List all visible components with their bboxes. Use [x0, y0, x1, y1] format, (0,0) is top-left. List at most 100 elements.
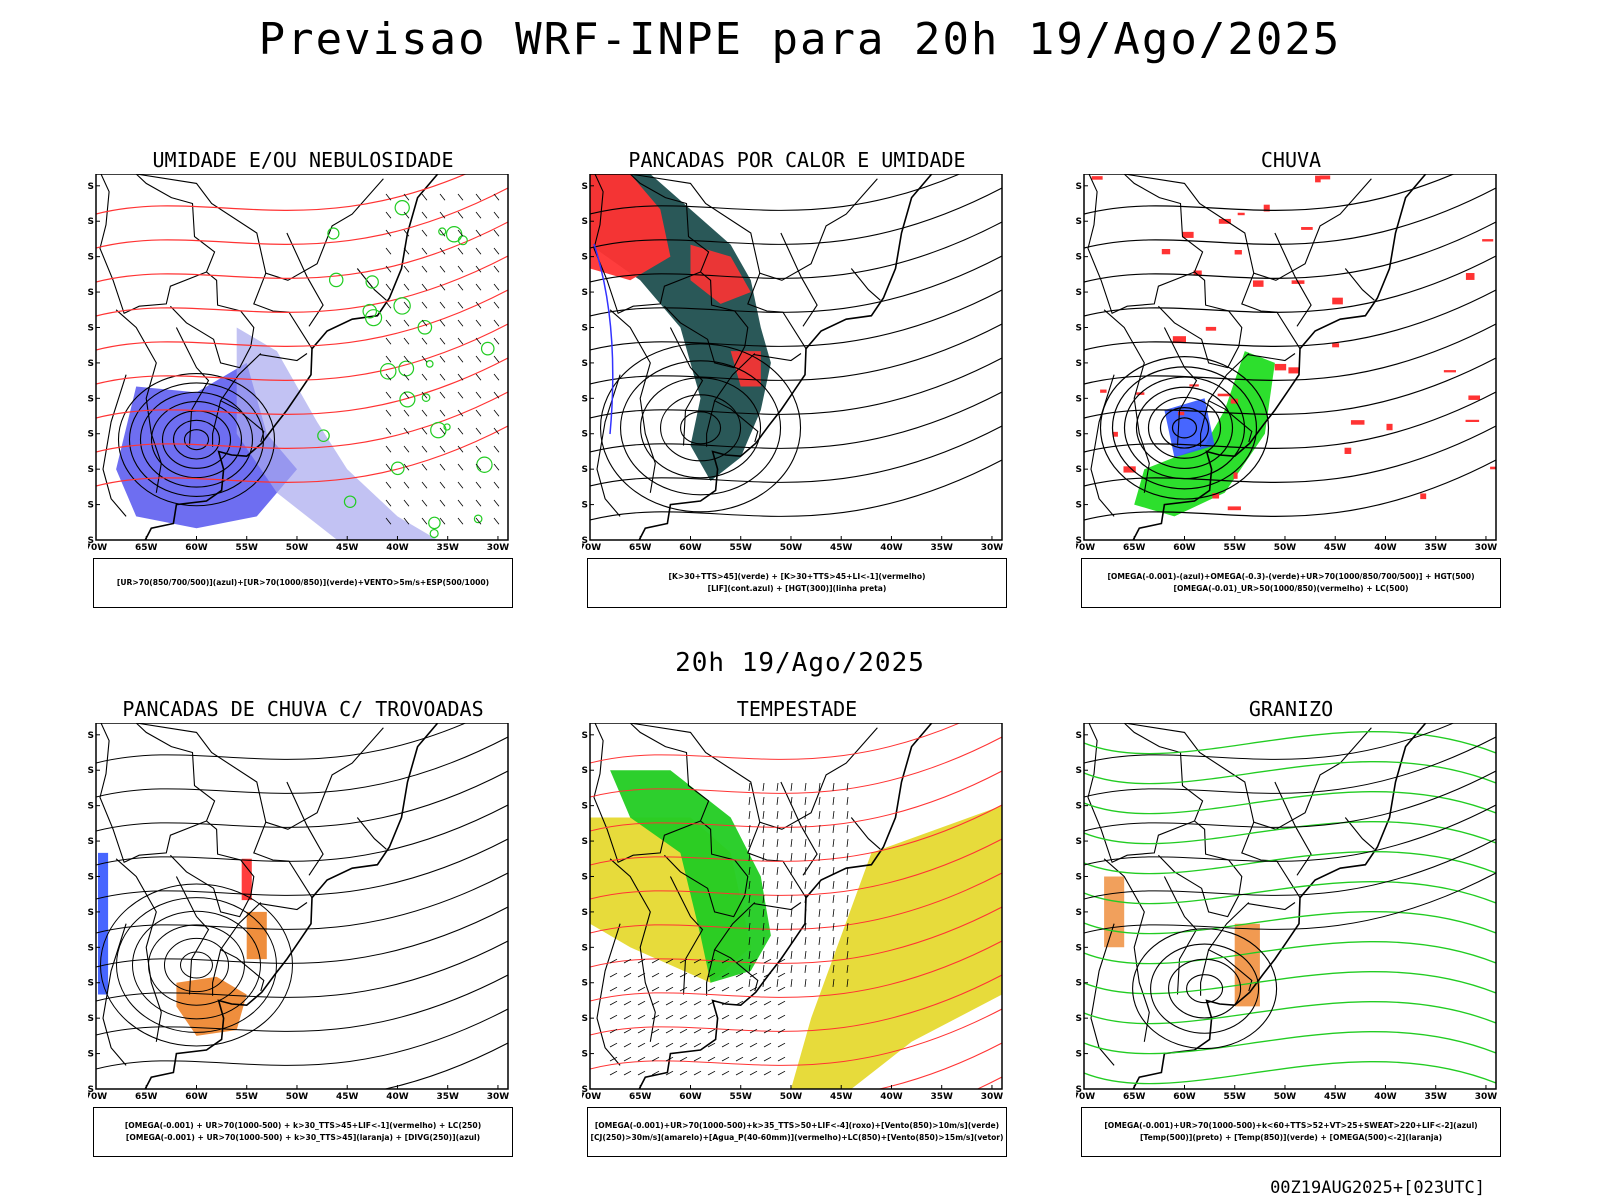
map-granizo: 12S15S18S21S24S27S30S33S36S39S42S70W65W6…	[1076, 723, 1506, 1123]
divergence-blue-area	[98, 853, 108, 995]
rain-red-area	[1466, 273, 1475, 280]
lat-label: 27S	[582, 908, 588, 918]
lat-label: 24S	[88, 323, 94, 333]
map-pancadas-calor: 12S15S18S21S24S27S30S33S36S39S42S70W65W6…	[582, 174, 1012, 574]
lon-label: 55W	[1224, 1092, 1247, 1102]
lon-label: 65W	[1123, 1092, 1146, 1102]
map-chuva: 12S 15S 18S 21S 24S 27S 30S 33S 36S 39S 42S70W 65W 6…	[1076, 174, 1506, 574]
rain-red-area	[1332, 343, 1339, 347]
map-tempestade: 12S15S18S21S24S27S30S33S36S39S42S70W65W6…	[582, 723, 1012, 1123]
panel-pancadas-calor: PANCADAS POR CALOR E UMIDADE 12S15S18S21…	[582, 148, 1012, 628]
rain-red-area	[1288, 367, 1299, 373]
lat-label: 18S	[582, 253, 588, 263]
lon-label: 35W	[1424, 543, 1447, 553]
map-layer: 12S15S18S21S24S27S30S33S36S39S42S70W65W6…	[1076, 723, 1497, 1102]
lon-label: 55W	[730, 1092, 753, 1102]
rain-red-area	[1332, 298, 1343, 305]
legend-line: [CJ(250)>30m/s](amarelo)+[Agua_P(40-60mm…	[590, 1132, 1003, 1144]
lon-label: 30W	[1475, 543, 1498, 553]
map-umidade: 12S15S18S21S24S27S30S33S36S39S42S70W65W6…	[88, 174, 518, 574]
lon-label: 65W	[629, 1092, 652, 1102]
rain-red-area	[1420, 493, 1426, 499]
lat-label: 30S	[582, 943, 588, 953]
lon-label: 60W	[679, 543, 702, 553]
lat-label: 15S	[1076, 217, 1082, 227]
legend-line: [OMEGA(-0.01)_UR>50(1000/850)(vermelho) …	[1174, 583, 1409, 595]
lon-label: 50W	[286, 543, 309, 553]
lat-label: 36S	[1076, 465, 1082, 475]
rain-red-area	[1345, 448, 1352, 454]
lon-label: 60W	[679, 1092, 702, 1102]
lon-label: 55W	[236, 1092, 259, 1102]
lat-label: 30S	[1076, 394, 1082, 404]
coastline-west	[1076, 174, 1083, 540]
lon-label: 65W	[135, 1092, 158, 1102]
lat-label: 27S	[88, 908, 94, 918]
lat-label: 15S	[1076, 766, 1082, 776]
lon-label: 40W	[386, 543, 409, 553]
lat-label: 15S	[88, 766, 94, 776]
lat-label: 39S	[88, 501, 94, 511]
rain-red-area	[1092, 176, 1103, 180]
rain-red-area	[1253, 280, 1264, 286]
lon-label: 55W	[1224, 543, 1247, 553]
lat-label: 30S	[1076, 943, 1082, 953]
coastline-west	[88, 723, 95, 1089]
legend-line: [UR>70(850/700/500)](azul)+[UR>70(1000/8…	[117, 577, 489, 589]
rain-red-area	[1320, 175, 1331, 179]
lat-label: 18S	[582, 802, 588, 812]
lat-label: 12S	[88, 182, 94, 192]
lon-label: 35W	[436, 1092, 459, 1102]
map-layer: 12S15S18S21S24S27S30S33S36S39S42S70W65W6…	[88, 723, 509, 1103]
lat-label: 33S	[582, 979, 588, 989]
lat-label: 18S	[88, 802, 94, 812]
lon-label: 35W	[930, 543, 953, 553]
coastline-west	[582, 723, 589, 1089]
lon-label: 65W	[135, 543, 158, 553]
rain-red-area	[1468, 395, 1480, 399]
lat-label: 24S	[582, 872, 588, 882]
rain-red-area	[1386, 424, 1392, 430]
map-content	[1076, 723, 1496, 1089]
lat-label: 12S	[582, 182, 588, 192]
lat-label: 33S	[88, 979, 94, 989]
rain-red-area	[1351, 420, 1365, 425]
panel-title: TEMPESTADE	[582, 697, 1012, 721]
panel-title: PANCADAS POR CALOR E UMIDADE	[582, 148, 1012, 172]
lat-label: 21S	[1076, 288, 1082, 298]
lat-label: 33S	[1076, 979, 1082, 989]
map-layer: 12S15S18S21S24S27S30S33S36S39S42S70W65W6…	[1076, 174, 1502, 553]
lat-label: 30S	[582, 394, 588, 404]
main-title: Previsao WRF-INPE para 20h 19/Ago/2025	[0, 14, 1600, 65]
lon-label: 35W	[436, 543, 459, 553]
rain-red-area	[1233, 472, 1237, 478]
lon-label: 65W	[1123, 543, 1146, 553]
lon-label: 60W	[185, 1092, 208, 1102]
lat-label: 12S	[1076, 182, 1082, 192]
lat-label: 27S	[88, 359, 94, 369]
lon-label: 40W	[1374, 1092, 1397, 1102]
lat-label: 39S	[582, 501, 588, 511]
lat-label: 12S	[582, 731, 588, 741]
lon-label: 45W	[830, 1092, 853, 1102]
lat-label: 18S	[1076, 253, 1082, 263]
legend-box: [OMEGA(-0.001)+UR>70(1000-500)+k>35_TTS>…	[587, 1107, 1007, 1157]
lat-label: 21S	[582, 288, 588, 298]
lat-label: 15S	[582, 766, 588, 776]
lon-label: 45W	[336, 543, 359, 553]
lat-label: 33S	[1076, 430, 1082, 440]
lon-label: 60W	[185, 543, 208, 553]
legend-line: [Temp(500)](preto) + [Temp(850)](verde) …	[1140, 1132, 1442, 1144]
lat-label: 39S	[582, 1050, 588, 1060]
legend-box: [K>30+TTS>45](verde) + [K>30+TTS>45+LI<-…	[587, 558, 1007, 608]
map-content	[582, 174, 1002, 540]
rain-red-area	[1482, 239, 1493, 241]
legend-line: [OMEGA(-0.001)+UR>70(1000-500)+k<60+TTS>…	[1104, 1120, 1477, 1132]
lat-label: 36S	[88, 1014, 94, 1024]
lon-label: 50W	[1274, 1092, 1297, 1102]
lon-label: 30W	[1475, 1092, 1498, 1102]
lon-label: 40W	[880, 1092, 903, 1102]
lon-label: 30W	[487, 1092, 510, 1102]
lat-label: 36S	[88, 465, 94, 475]
lat-label: 39S	[1076, 1050, 1082, 1060]
